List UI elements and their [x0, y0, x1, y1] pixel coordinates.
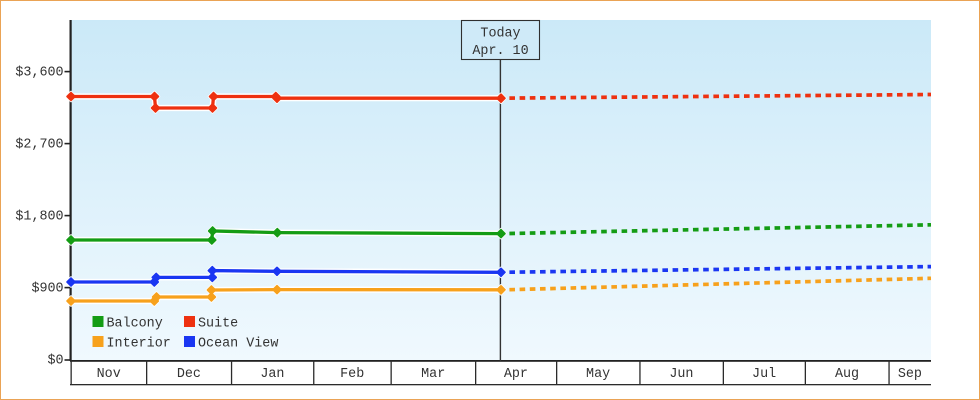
svg-text:Sep: Sep [898, 367, 922, 382]
svg-text:Jan: Jan [260, 367, 284, 382]
svg-text:Dec: Dec [177, 367, 201, 382]
svg-text:Apr: Apr [504, 367, 528, 382]
svg-text:Balcony: Balcony [107, 317, 163, 332]
svg-text:Today: Today [480, 26, 520, 41]
svg-text:Jul: Jul [752, 367, 776, 382]
svg-text:Nov: Nov [97, 367, 121, 382]
svg-text:$900: $900 [31, 282, 63, 297]
svg-text:Feb: Feb [340, 367, 364, 382]
svg-text:Mar: Mar [421, 367, 445, 382]
svg-text:$1,800: $1,800 [15, 210, 63, 225]
svg-text:$2,700: $2,700 [15, 138, 63, 153]
svg-text:Suite: Suite [198, 317, 238, 332]
svg-text:Interior: Interior [107, 337, 171, 352]
svg-text:$0: $0 [48, 354, 64, 369]
svg-text:Aug: Aug [835, 367, 859, 382]
svg-text:Ocean View: Ocean View [198, 337, 278, 352]
svg-text:Apr. 10: Apr. 10 [472, 44, 528, 59]
svg-text:Jun: Jun [669, 367, 693, 382]
svg-text:May: May [586, 367, 610, 382]
svg-text:$3,600: $3,600 [15, 66, 63, 81]
